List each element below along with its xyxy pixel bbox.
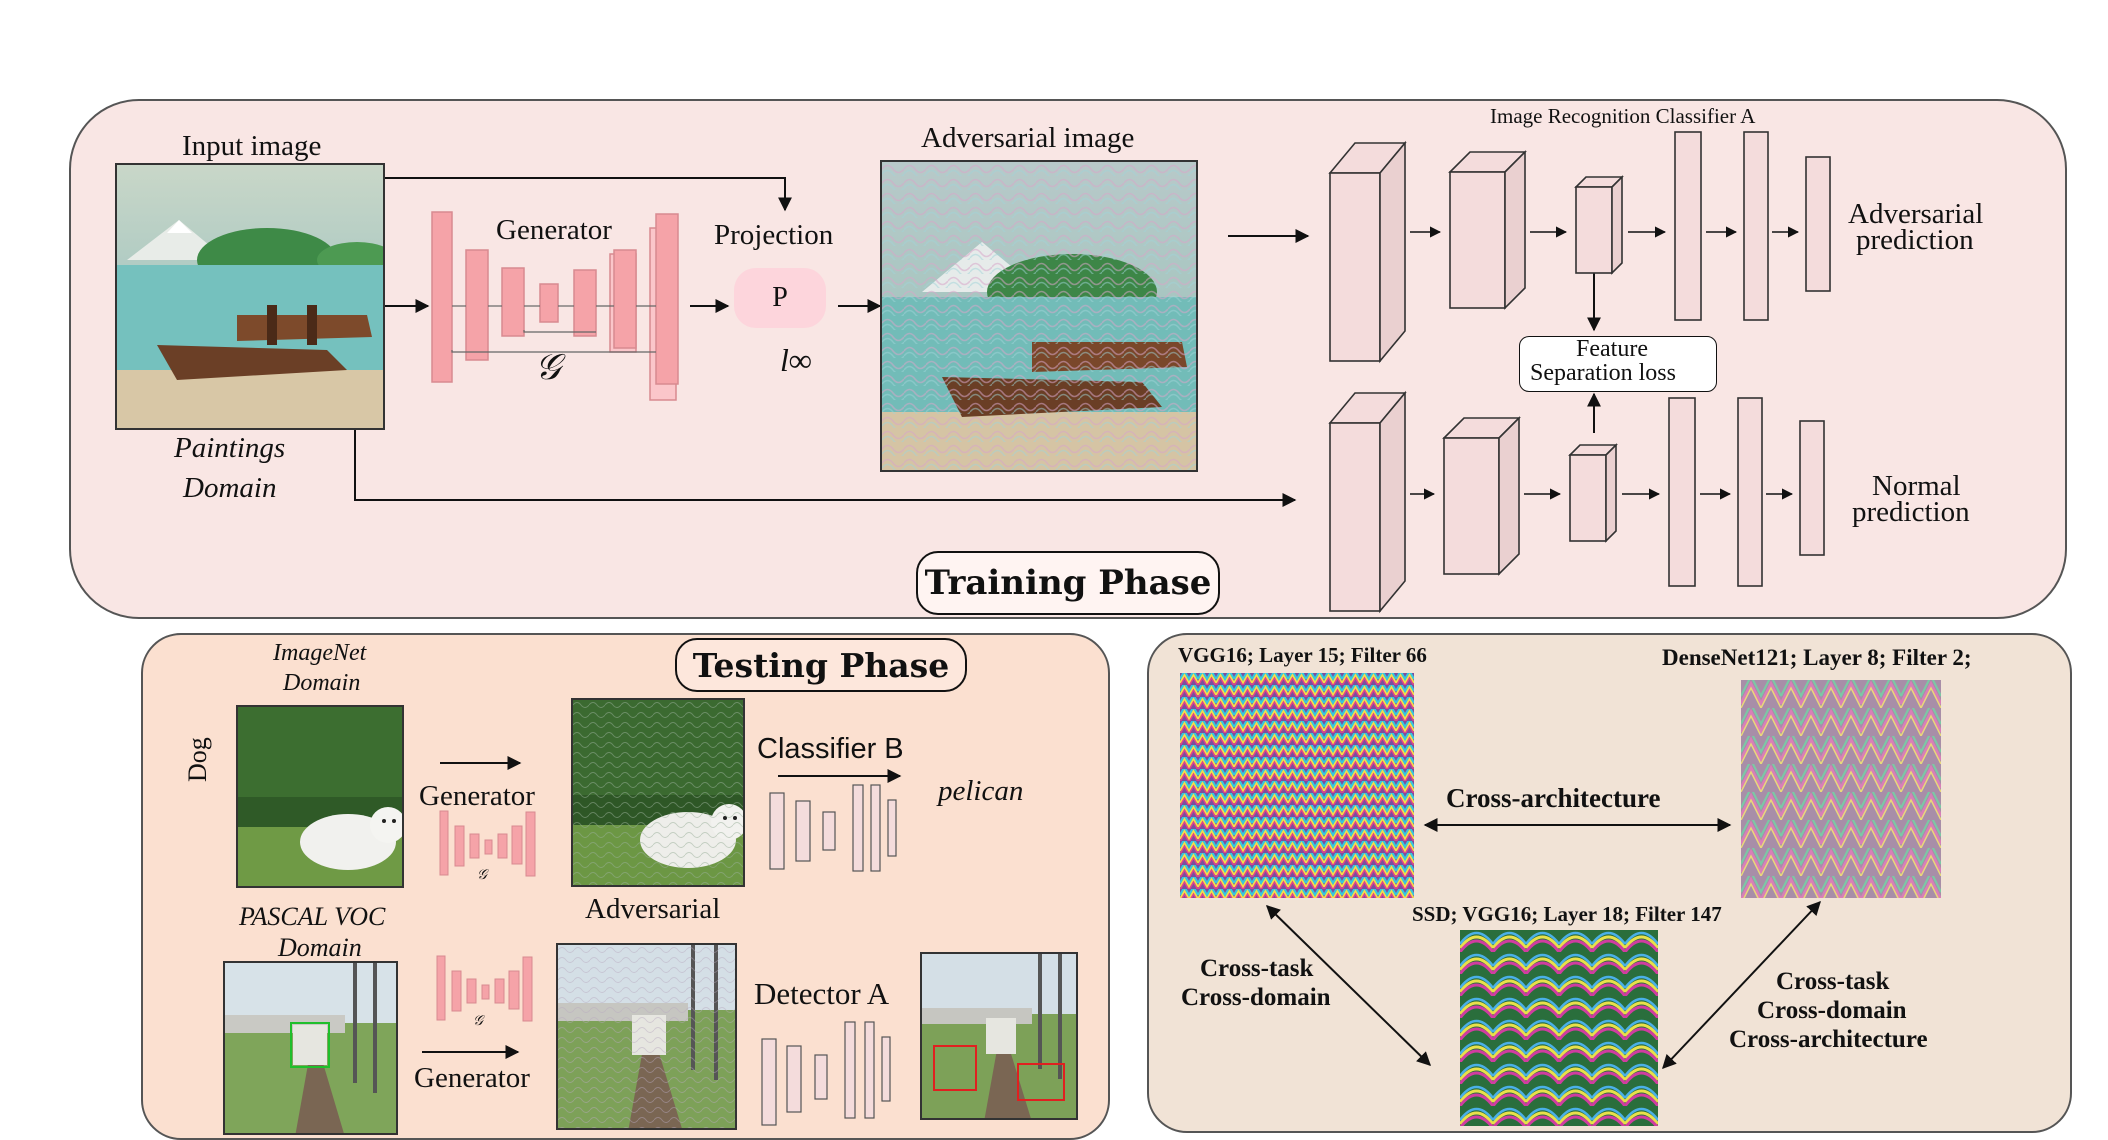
pascal-voc-line2: Domain <box>278 933 362 962</box>
paintings-domain-line1: Paintings <box>174 432 286 464</box>
feature-loss-line2: Separation loss <box>1530 360 1676 386</box>
train-detected-image <box>920 952 1078 1120</box>
train-adversarial-image <box>556 943 737 1130</box>
vgg-filter-image <box>1180 673 1414 898</box>
imagenet-domain-line1: ImageNet <box>273 640 367 666</box>
testing-generator-label-bottom: Generator <box>414 1062 530 1094</box>
testing-generator-symbol-bottom: 𝒢 <box>473 1014 483 1029</box>
feature-loss-line1: Feature <box>1576 336 1648 362</box>
testing-phase-title-text: Testing Phase <box>692 645 950 685</box>
adversarial-prediction-line2: prediction <box>1856 224 1974 256</box>
training-phase-title-text: Training Phase <box>924 563 1212 603</box>
dog-clean-image <box>236 705 404 888</box>
right-cross-architecture: Cross-architecture <box>1729 1026 1928 1053</box>
cross-architecture-label: Cross-architecture <box>1446 783 1661 813</box>
normal-prediction-line1: Normal <box>1872 470 1961 502</box>
pelican-label: pelican <box>938 775 1024 807</box>
adversarial-label: Adversarial <box>585 893 721 925</box>
right-cross-domain: Cross-domain <box>1757 997 1907 1024</box>
testing-generator-label-top: Generator <box>419 780 535 812</box>
norm-symbol: l∞ <box>780 342 812 378</box>
dog-adversarial-image <box>571 698 745 887</box>
projection-label: Projection <box>714 219 834 251</box>
imagenet-domain-line2: Domain <box>283 670 361 696</box>
classifier-b-label: Classifier B <box>757 733 904 765</box>
ssd-filter-image <box>1460 930 1658 1126</box>
training-phase-title: Training Phase <box>916 551 1220 615</box>
adversarial-painting-image <box>880 160 1198 472</box>
projection-box: P <box>734 268 826 328</box>
input-image-label: Input image <box>182 130 322 162</box>
densenet-filter-label: DenseNet121; Layer 8; Filter 2; <box>1662 645 1972 670</box>
generator-label: Generator <box>496 214 612 246</box>
adversarial-prediction-line1: Adversarial <box>1848 198 1984 230</box>
left-cross-task: Cross-task <box>1200 955 1314 982</box>
feature-separation-loss-box <box>1519 336 1717 392</box>
generator-symbol: 𝒢 <box>535 347 561 387</box>
normal-prediction-line2: prediction <box>1852 496 1970 528</box>
pascal-voc-line1: PASCAL VOC <box>239 902 386 931</box>
densenet-filter-image <box>1741 680 1941 898</box>
testing-generator-symbol-top: 𝒢 <box>477 868 487 883</box>
testing-phase-title: Testing Phase <box>675 638 967 692</box>
projection-symbol: P <box>772 282 788 313</box>
classifier-a-label: Image Recognition Classifier A <box>1490 104 1756 128</box>
left-cross-domain: Cross-domain <box>1181 984 1331 1011</box>
paintings-domain-line2: Domain <box>183 472 277 504</box>
right-cross-task: Cross-task <box>1776 968 1890 995</box>
vgg-filter-label: VGG16; Layer 15; Filter 66 <box>1178 643 1427 667</box>
input-painting-image <box>115 163 385 430</box>
adversarial-image-label: Adversarial image <box>921 122 1135 154</box>
train-clean-image <box>223 961 398 1135</box>
detector-a-label: Detector A <box>754 976 890 1011</box>
